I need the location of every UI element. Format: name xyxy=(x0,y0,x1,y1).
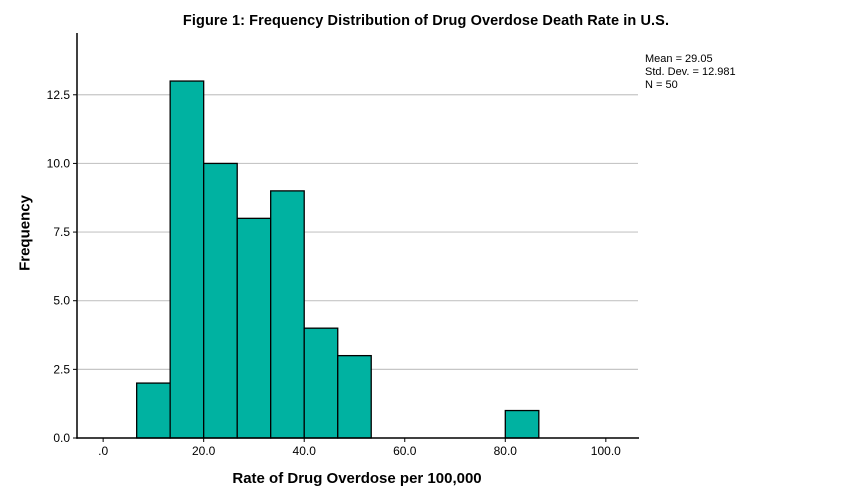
histogram-bar xyxy=(236,217,272,439)
x-tick-label: .0 xyxy=(98,444,108,458)
x-tick-label: 40.0 xyxy=(293,444,317,458)
x-tick-label: 60.0 xyxy=(393,444,417,458)
y-tick-label: 10.0 xyxy=(47,156,71,170)
histogram-bar xyxy=(270,190,305,439)
histogram-bar xyxy=(169,80,205,439)
histogram-bar xyxy=(504,409,540,439)
stat-mean: Mean = 29.05 xyxy=(645,53,713,65)
y-tick-label: 2.5 xyxy=(53,362,70,376)
y-tick-label: 5.0 xyxy=(53,294,70,308)
x-axis-title: Rate of Drug Overdose per 100,000 xyxy=(232,470,482,487)
y-tick-label: 0.0 xyxy=(53,431,70,445)
histogram-bar xyxy=(337,354,372,439)
x-tick-label: 100.0 xyxy=(591,444,621,458)
x-tick-label: 80.0 xyxy=(494,444,518,458)
stat-n: N = 50 xyxy=(645,79,678,91)
y-tick-label: 7.5 xyxy=(53,225,70,239)
y-axis-title: Frequency xyxy=(16,195,34,271)
y-tick-label: 12.5 xyxy=(47,88,71,102)
stats-box: Mean = 29.05 Std. Dev. = 12.981 N = 50 xyxy=(645,53,736,92)
x-tick-label: 20.0 xyxy=(192,444,216,458)
histogram-bar xyxy=(203,162,238,439)
chart-title: Figure 1: Frequency Distribution of Drug… xyxy=(182,13,670,29)
stat-std-dev: Std. Dev. = 12.981 xyxy=(645,66,736,78)
histogram-bar xyxy=(303,327,339,439)
histogram-bar xyxy=(136,382,171,439)
